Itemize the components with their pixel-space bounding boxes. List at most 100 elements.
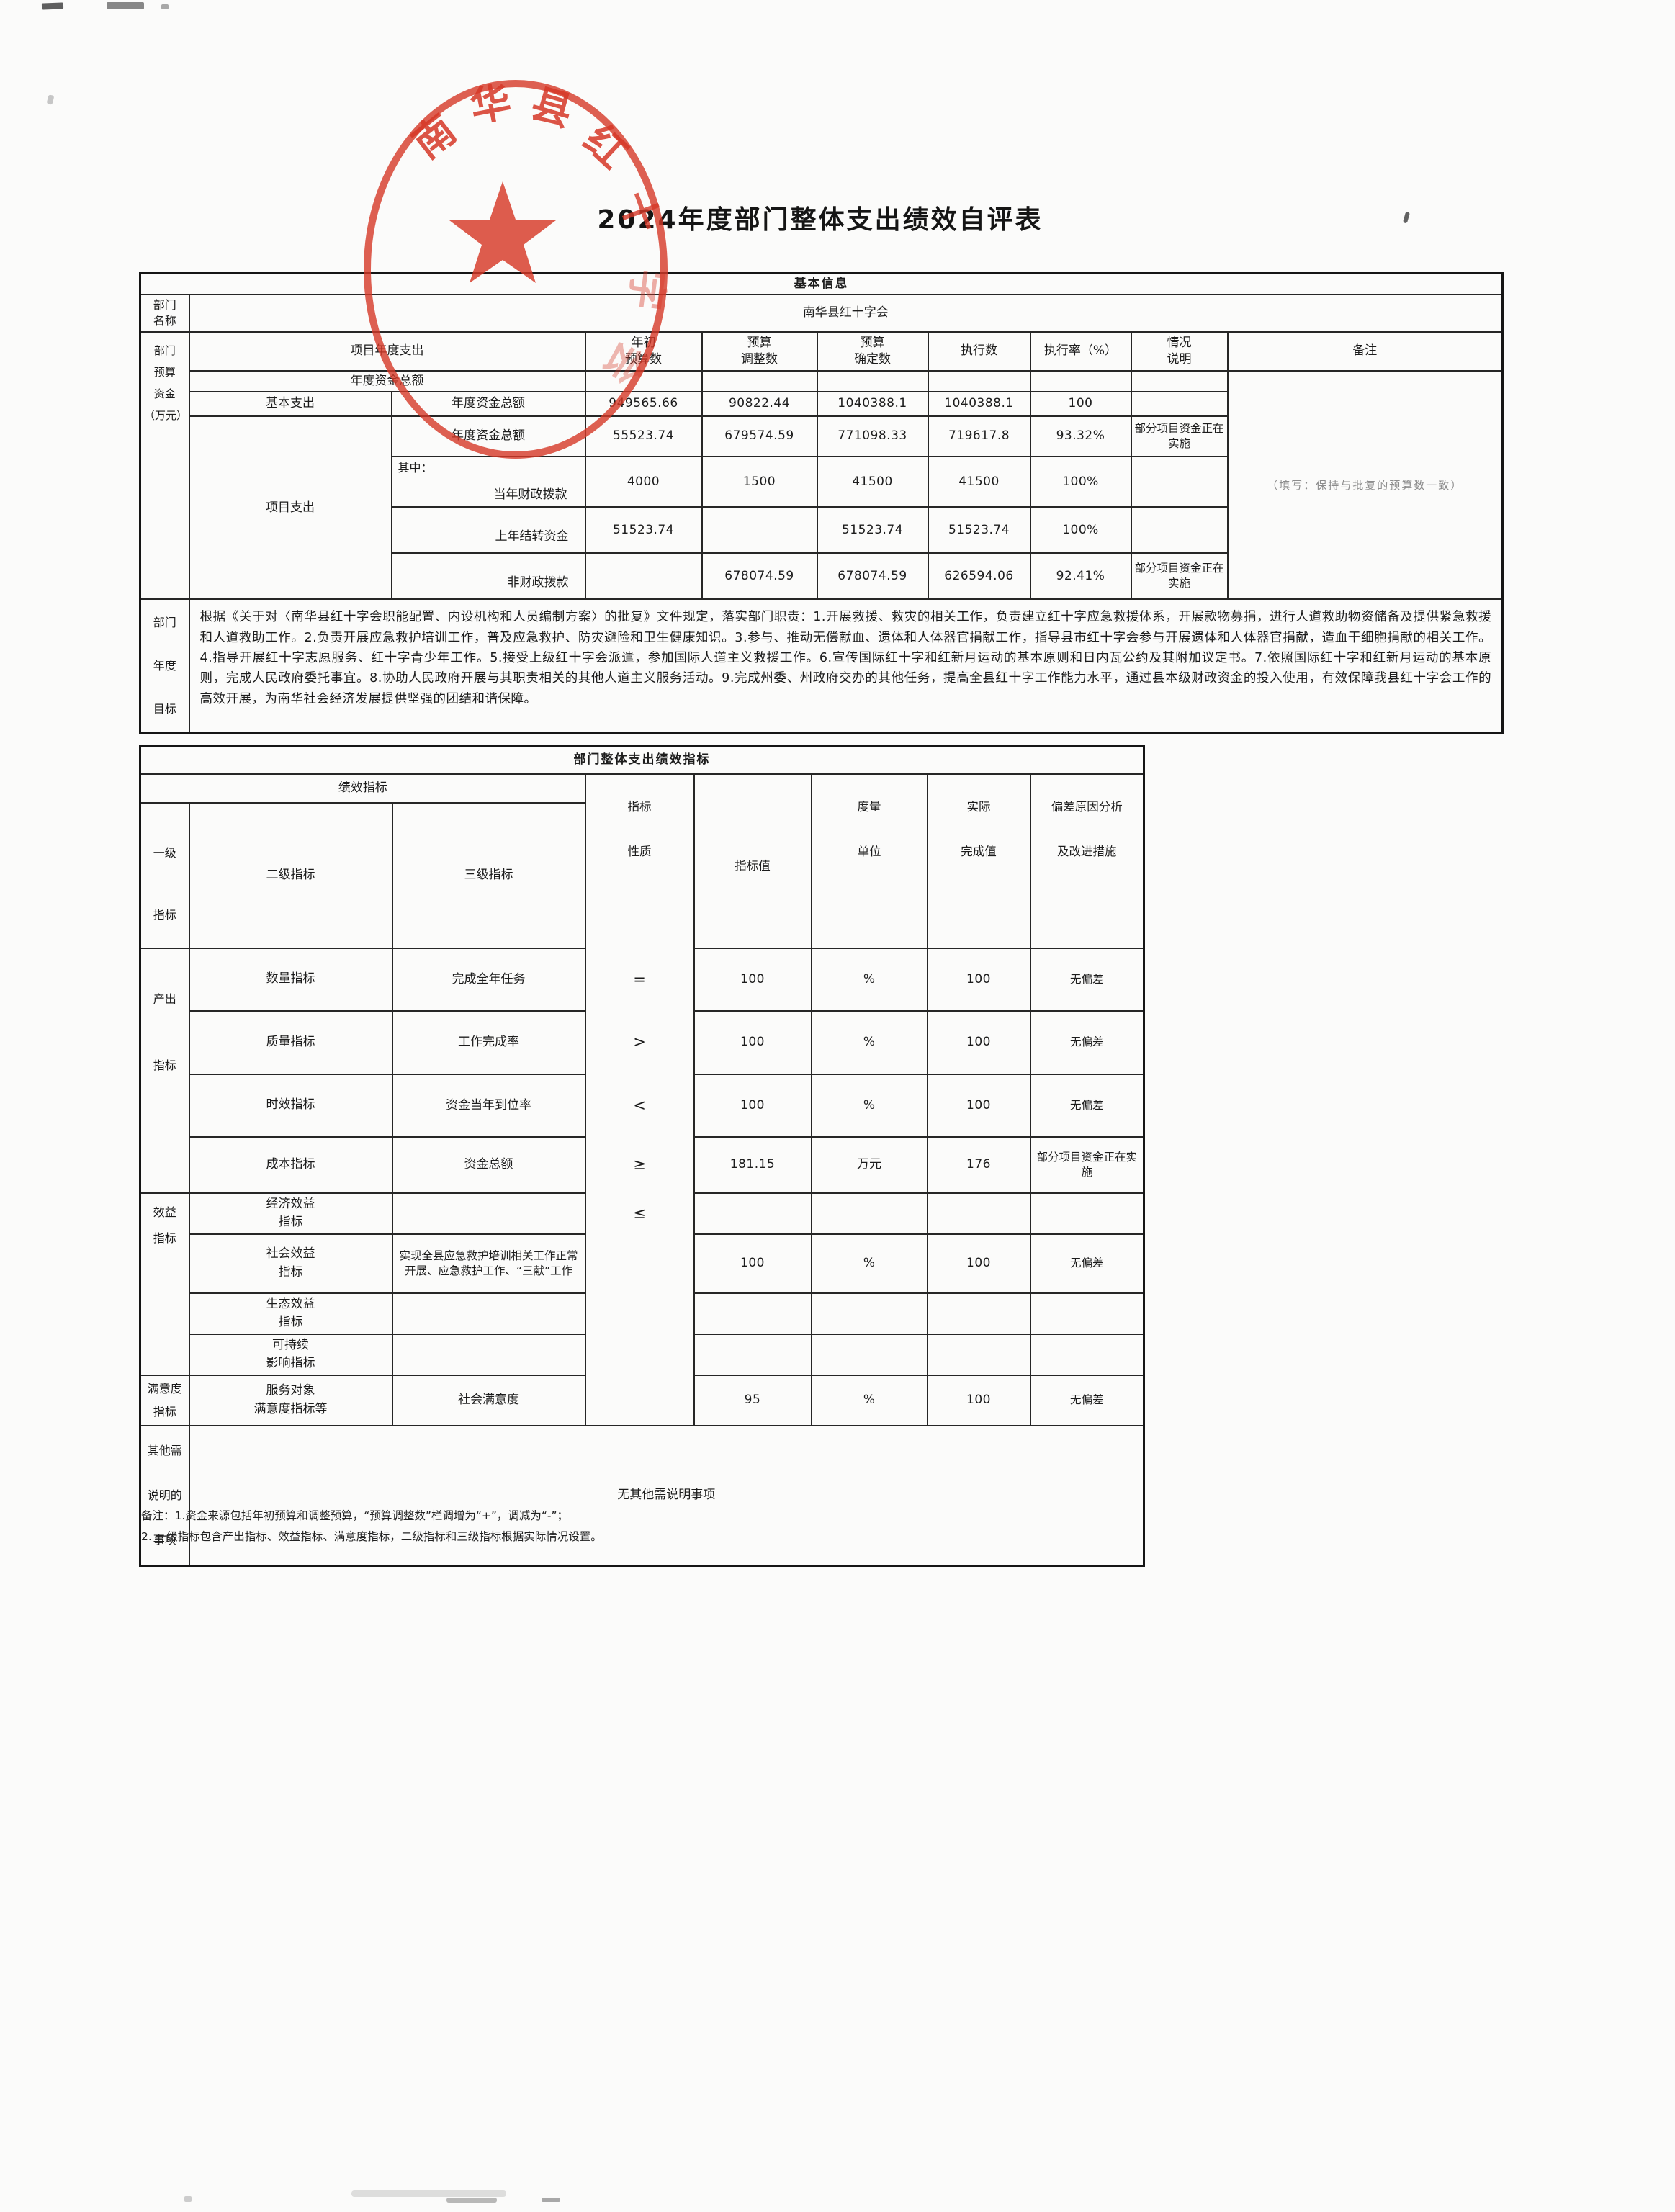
table-row: 部门 名称 南华县红十字会 <box>139 293 1504 333</box>
value-initial: 55523.74 <box>584 415 703 457</box>
indicator-deviation: 部分项目资金正在实施 <box>1029 1136 1145 1194</box>
value-adjust: 1500 <box>701 455 818 508</box>
table-row: 效益 指标 经济效益 指标 ≤ <box>139 1192 1145 1376</box>
col-header-item: 项目年度支出 <box>188 331 586 372</box>
value-note: 部分项目资金正在实施 <box>1130 552 1229 601</box>
indicator-unit <box>810 1192 928 1235</box>
footnotes: 备注：1.资金来源包括年初预算和调整预算，“预算调整数”栏调增为“+”，调减为“… <box>141 1506 1221 1548</box>
other-notes-label: 其他需 说明的 事项 <box>139 1424 190 1567</box>
dept-name-value: 南华县红十字会 <box>188 293 1504 333</box>
indicator-deviation <box>1029 1292 1145 1335</box>
level3-indicator <box>391 1192 586 1235</box>
indicator-deviation: 无偏差 <box>1029 947 1145 1012</box>
level3-indicator <box>391 1333 586 1376</box>
table-row: 其中： 当年财政拨款 4000 1500 41500 41500 100% <box>140 455 1503 508</box>
value-adjust: 679574.59 <box>701 415 818 457</box>
scan-artifact <box>184 2196 192 2202</box>
value-executed: 1040388.1 <box>927 390 1031 417</box>
indicator-target <box>693 1292 812 1335</box>
sub-item-label: 其中： 当年财政拨款 <box>390 455 586 508</box>
empty-cell <box>816 369 929 392</box>
indicator-actual: 100 <box>926 1233 1031 1294</box>
value-final: 51523.74 <box>816 506 929 554</box>
category-label: 项目支出 <box>188 415 392 601</box>
seal-char: 红 <box>575 117 636 179</box>
level3-indicator: 资金总额 <box>391 1136 586 1194</box>
indicator-actual: 100 <box>926 947 1031 1012</box>
col-header-initial-budget: 年初 预算数 <box>584 331 703 372</box>
table-row: 时效指标 资金当年到位率 < 100 % 100 无偏差 <box>140 1073 1145 1138</box>
seal-char: 县 <box>526 80 578 136</box>
indicator-nature <box>584 1375 695 1426</box>
level2-indicator: 数量指标 <box>188 947 393 1012</box>
sub-item-label: 上年结转资金 <box>390 506 586 554</box>
empty-cell <box>701 369 818 392</box>
value-final: 41500 <box>816 455 929 508</box>
sub-item-label: 年度资金总额 <box>390 415 586 457</box>
indicator-nature: > <box>584 1010 695 1074</box>
value-note <box>1130 455 1229 508</box>
col-header-situation: 情况 说明 <box>1130 331 1229 372</box>
indicator-target: 100 <box>693 1073 812 1138</box>
table-row: 基本信息 <box>139 272 1504 295</box>
indicator-target <box>693 1333 812 1376</box>
performance-section-title: 部门整体支出绩效指标 <box>139 745 1145 775</box>
indicator-nature: ≤ <box>584 1192 695 1234</box>
annual-goal-label: 部门 年度 目标 <box>139 598 190 734</box>
indicator-unit: % <box>810 947 928 1012</box>
indicator-unit: % <box>810 1233 928 1294</box>
header-indicator-nature: 指标 性质 <box>584 773 695 948</box>
other-notes-text: 无其他需说明事项 <box>188 1424 1145 1567</box>
basic-info-table: 基本信息 部门 名称 南华县红十字会 部门 预算 资金 （万元） 项目年度支出 … <box>139 272 1504 735</box>
col-header-executed: 执行数 <box>927 331 1031 372</box>
level2-indicator: 可持续 影响指标 <box>188 1333 393 1376</box>
scan-artifact <box>446 2198 497 2203</box>
dept-name-label: 部门 名称 <box>139 293 190 333</box>
indicator-nature: ≥ <box>584 1136 695 1193</box>
indicator-unit: % <box>810 1010 928 1075</box>
indicator-target: 95 <box>693 1374 812 1426</box>
table-row: 上年结转资金 51523.74 51523.74 51523.74 100% <box>140 506 1503 554</box>
level2-indicator: 服务对象 满意度指标等 <box>188 1374 393 1426</box>
table-row: 成本指标 资金总额 ≥ 181.15 万元 176 部分项目资金正在实施 <box>140 1136 1145 1194</box>
indicator-target: 100 <box>693 1233 812 1294</box>
level1-output-indicator: 产出 指标 <box>139 947 190 1194</box>
value-initial: 4000 <box>584 455 703 508</box>
table-row: 一级 指标 二级指标 三级指标 <box>139 801 1144 949</box>
header-deviation-analysis: 偏差原因分析 及改进措施 <box>1029 773 1145 949</box>
indicator-nature: < <box>584 1074 695 1137</box>
performance-indicator-table: 部门整体支出绩效指标 绩效指标 指标 性质 指标值 度量 单位 实际 完成值 偏… <box>139 745 1145 1567</box>
value-final: 771098.33 <box>816 415 929 457</box>
indicator-deviation: 无偏差 <box>1029 1073 1145 1138</box>
header-actual-value: 实际 完成值 <box>926 773 1031 949</box>
indicator-actual: 100 <box>926 1010 1031 1075</box>
scan-artifact <box>161 4 169 9</box>
level2-indicator: 质量指标 <box>188 1010 393 1075</box>
among-which-prefix: 其中： <box>398 460 433 475</box>
indicator-actual <box>926 1292 1031 1335</box>
empty-cell <box>584 369 703 392</box>
value-rate: 100% <box>1029 506 1132 554</box>
indicator-actual <box>926 1333 1031 1376</box>
value-final: 1040388.1 <box>816 390 929 417</box>
header-level3: 三级指标 <box>391 801 586 949</box>
indicator-target <box>693 1192 812 1235</box>
indicator-deviation: 无偏差 <box>1029 1374 1145 1426</box>
indicator-unit <box>810 1292 928 1335</box>
indicator-deviation <box>1029 1333 1145 1376</box>
sub-item-label: 年度资金总额 <box>390 390 586 417</box>
level3-indicator: 实现全县应急救护培训相关工作正常开展、应急救护工作、“三献”工作 <box>391 1233 586 1294</box>
indicator-target: 100 <box>693 947 812 1012</box>
footnote-line: 2. 一级指标包含产出指标、效益指标、满意度指标，二级指标和三级指标根据实际情况… <box>141 1530 602 1544</box>
col-header-budget-adjust: 预算 调整数 <box>701 331 818 372</box>
value-rate: 100 <box>1029 390 1132 417</box>
table-row: 年度资金总额 （填写：保持与批复的预算数一致） <box>140 369 1504 601</box>
header-indicator-target: 指标值 <box>693 773 812 949</box>
scan-artifact <box>351 2190 506 2197</box>
indicator-deviation: 无偏差 <box>1029 1233 1145 1294</box>
header-performance-indicator-group: 绩效指标 <box>139 773 586 804</box>
value-final: 678074.59 <box>816 552 929 601</box>
value-initial <box>584 552 703 601</box>
empty-cell <box>1029 369 1132 392</box>
